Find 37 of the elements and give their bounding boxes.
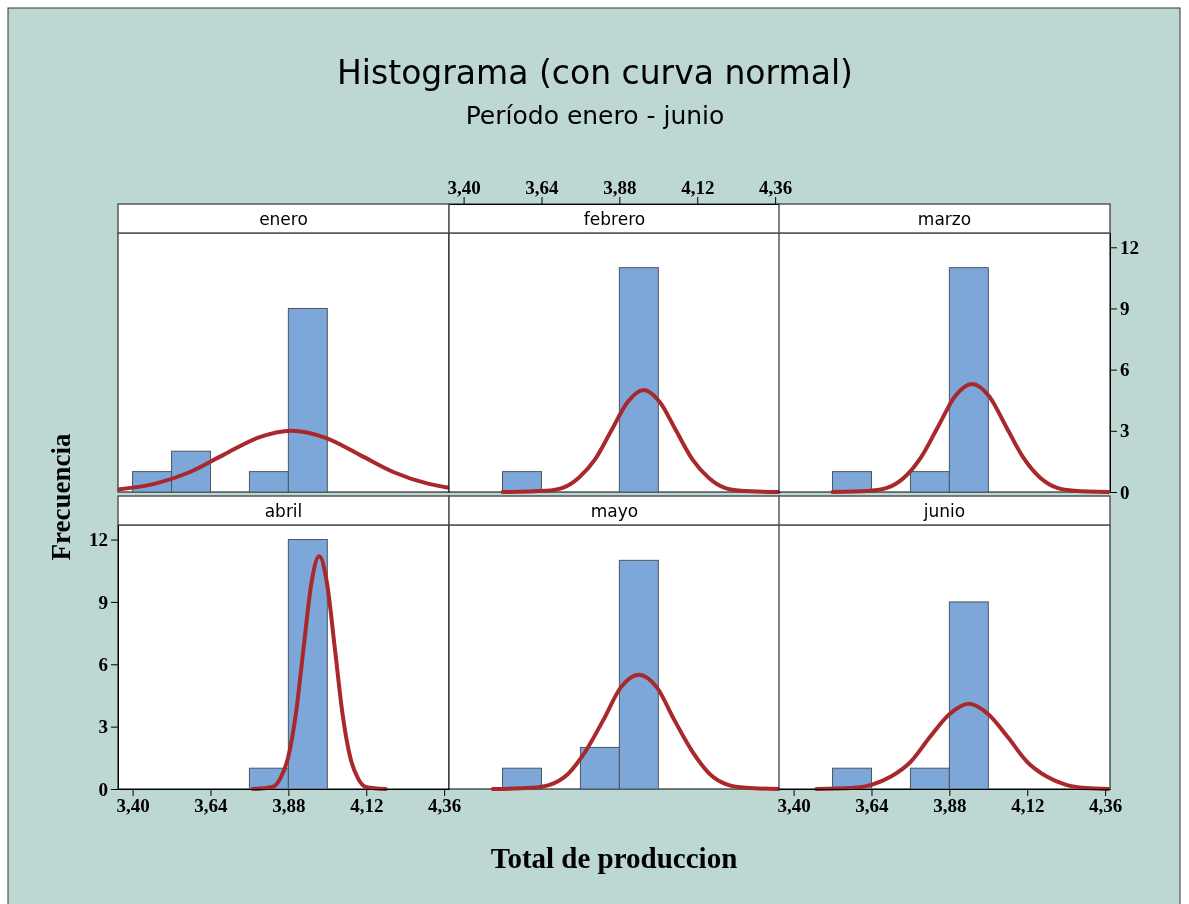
y-tick-label: 9: [1120, 298, 1130, 320]
x-tick-label: 4,36: [759, 177, 793, 198]
x-axis-title: Total de produccion: [490, 842, 738, 874]
chart-title: febrero: [583, 209, 646, 229]
y-tick-label: 12: [89, 529, 108, 551]
y-tick-label: 9: [98, 591, 108, 613]
text: Período enero - junio: [465, 101, 725, 130]
chart-title: enero: [259, 209, 308, 229]
x-tick-label: 3,88: [603, 177, 637, 198]
x-tick-label: 4,36: [428, 795, 462, 817]
y-axis-title: Frecuencia: [46, 433, 76, 561]
x-tick-label: 3,40: [116, 795, 150, 817]
line-series: [250, 554, 388, 791]
x-tick-label: 4,12: [1011, 795, 1045, 817]
x-tick-label: 3,88: [272, 795, 306, 817]
x-tick-label: 4,36: [1089, 795, 1123, 817]
x-tick-label: 3,64: [855, 795, 890, 817]
y-tick-label: 6: [98, 653, 108, 675]
y-tick-label: 6: [1120, 359, 1130, 381]
x-tick-label: 3,64: [525, 177, 560, 198]
text: Histograma (con curva normal): [337, 53, 853, 92]
x-tick-label: 3,40: [777, 795, 811, 817]
x-tick-label: 3,64: [194, 795, 229, 817]
y-tick-label: 3: [98, 716, 108, 738]
x-tick-label: 4,12: [350, 795, 384, 817]
chart-title: junio: [922, 501, 966, 521]
chart-title: marzo: [917, 209, 972, 229]
x-tick-label: 4,12: [681, 177, 715, 198]
y-tick-label: 12: [1120, 236, 1139, 258]
y-tick-label: 0: [1120, 481, 1130, 503]
line-series: [830, 381, 1111, 494]
x-tick-label: 3,88: [933, 795, 967, 817]
chart-title: mayo: [590, 501, 639, 521]
chart-title: abril: [264, 501, 303, 521]
x-tick-label: 3,40: [447, 177, 481, 198]
y-tick-label: 3: [1120, 420, 1130, 442]
y-tick-label: 0: [98, 778, 108, 800]
